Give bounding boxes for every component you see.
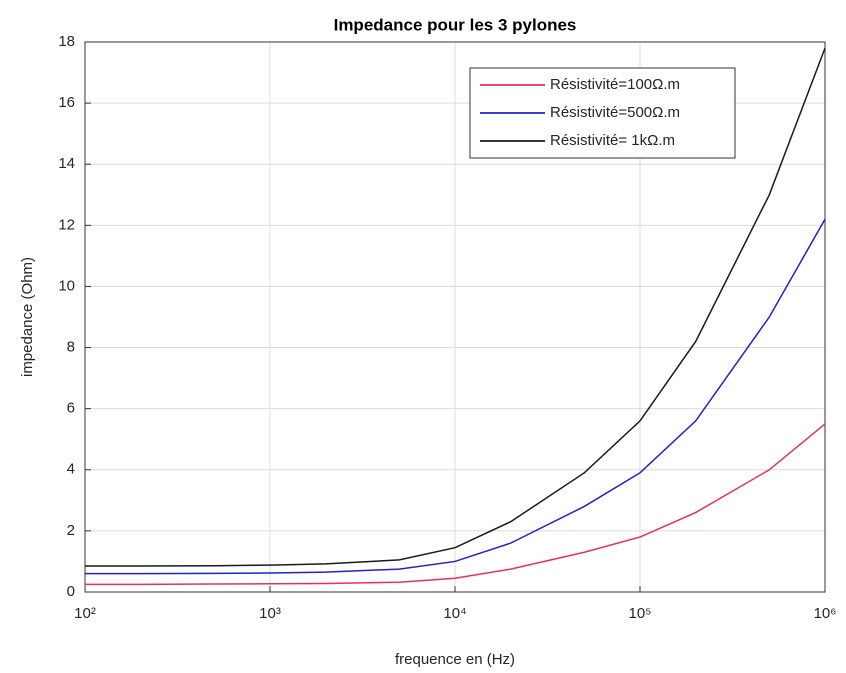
x-tick-label: 10⁶ (814, 605, 837, 622)
legend-label: Résistivité=500Ω.m (550, 104, 680, 121)
plot-frame (84, 41, 826, 593)
series-line (85, 218, 826, 575)
x-axis-label: frequence en (Hz) (395, 651, 515, 668)
y-tick-label: 18 (58, 33, 75, 50)
x-tick-label: 10⁵ (629, 605, 652, 622)
x-tick-label: 10³ (259, 605, 281, 622)
series-line (85, 47, 826, 567)
y-axis-label: impedance (Ohm) (19, 257, 36, 377)
y-tick-label: 2 (67, 522, 75, 539)
x-tick-label: 10² (74, 605, 96, 622)
y-tick-label: 12 (58, 216, 75, 233)
y-tick-label: 14 (58, 155, 75, 172)
x-tick-label: 10⁴ (443, 605, 466, 622)
legend-label: Résistivité= 1kΩ.m (550, 132, 675, 149)
y-tick-label: 6 (67, 400, 75, 417)
y-tick-label: 16 (58, 94, 75, 111)
series-line (85, 423, 826, 586)
y-tick-label: 8 (67, 339, 75, 356)
legend-label: Résistivité=100Ω.m (550, 76, 680, 93)
chart-title: Impedance pour les 3 pylones (334, 15, 577, 34)
y-tick-label: 4 (67, 461, 75, 478)
y-tick-label: 10 (58, 277, 75, 294)
y-tick-label: 0 (67, 583, 75, 600)
